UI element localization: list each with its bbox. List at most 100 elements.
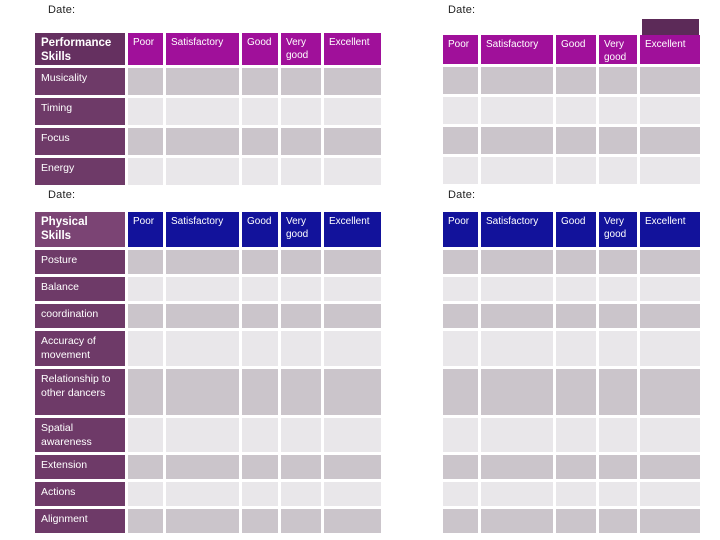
rating-cell[interactable]: [640, 369, 700, 415]
rating-cell[interactable]: [166, 158, 239, 185]
rating-cell[interactable]: [324, 331, 381, 366]
rating-cell[interactable]: [481, 482, 553, 506]
rating-cell[interactable]: [166, 331, 239, 366]
rating-cell[interactable]: [481, 304, 553, 328]
rating-cell[interactable]: [128, 509, 163, 533]
rating-cell[interactable]: [443, 157, 478, 184]
rating-cell[interactable]: [242, 304, 278, 328]
rating-cell[interactable]: [443, 331, 478, 366]
rating-cell[interactable]: [324, 482, 381, 506]
rating-cell[interactable]: [481, 418, 553, 452]
rating-cell[interactable]: [556, 509, 596, 533]
rating-cell[interactable]: [242, 418, 278, 452]
rating-cell[interactable]: [281, 455, 321, 479]
rating-cell[interactable]: [324, 509, 381, 533]
rating-cell[interactable]: [481, 277, 553, 301]
rating-cell[interactable]: [324, 455, 381, 479]
rating-cell[interactable]: [640, 331, 700, 366]
rating-cell[interactable]: [166, 98, 239, 125]
rating-cell[interactable]: [324, 418, 381, 452]
rating-cell[interactable]: [166, 304, 239, 328]
rating-cell[interactable]: [281, 68, 321, 95]
rating-cell[interactable]: [443, 509, 478, 533]
rating-cell[interactable]: [599, 250, 637, 274]
rating-cell[interactable]: [128, 455, 163, 479]
rating-cell[interactable]: [242, 128, 278, 155]
rating-cell[interactable]: [556, 369, 596, 415]
rating-cell[interactable]: [599, 127, 637, 154]
rating-cell[interactable]: [443, 455, 478, 479]
rating-cell[interactable]: [443, 482, 478, 506]
rating-cell[interactable]: [324, 304, 381, 328]
rating-cell[interactable]: [599, 277, 637, 301]
rating-cell[interactable]: [556, 127, 596, 154]
rating-cell[interactable]: [242, 277, 278, 301]
rating-cell[interactable]: [281, 509, 321, 533]
rating-cell[interactable]: [481, 331, 553, 366]
rating-cell[interactable]: [443, 418, 478, 452]
rating-cell[interactable]: [128, 277, 163, 301]
rating-cell[interactable]: [242, 482, 278, 506]
rating-cell[interactable]: [242, 68, 278, 95]
rating-cell[interactable]: [556, 455, 596, 479]
rating-cell[interactable]: [481, 369, 553, 415]
rating-cell[interactable]: [443, 127, 478, 154]
rating-cell[interactable]: [599, 482, 637, 506]
rating-cell[interactable]: [599, 455, 637, 479]
rating-cell[interactable]: [640, 455, 700, 479]
rating-cell[interactable]: [166, 250, 239, 274]
rating-cell[interactable]: [640, 157, 700, 184]
rating-cell[interactable]: [481, 127, 553, 154]
rating-cell[interactable]: [599, 67, 637, 94]
rating-cell[interactable]: [640, 97, 700, 124]
rating-cell[interactable]: [128, 250, 163, 274]
rating-cell[interactable]: [556, 157, 596, 184]
rating-cell[interactable]: [556, 304, 596, 328]
rating-cell[interactable]: [242, 158, 278, 185]
rating-cell[interactable]: [128, 98, 163, 125]
rating-cell[interactable]: [281, 98, 321, 125]
rating-cell[interactable]: [166, 128, 239, 155]
rating-cell[interactable]: [443, 277, 478, 301]
rating-cell[interactable]: [281, 304, 321, 328]
rating-cell[interactable]: [640, 67, 700, 94]
rating-cell[interactable]: [640, 250, 700, 274]
rating-cell[interactable]: [481, 157, 553, 184]
rating-cell[interactable]: [242, 250, 278, 274]
rating-cell[interactable]: [281, 331, 321, 366]
rating-cell[interactable]: [281, 482, 321, 506]
rating-cell[interactable]: [443, 67, 478, 94]
rating-cell[interactable]: [640, 482, 700, 506]
rating-cell[interactable]: [128, 331, 163, 366]
rating-cell[interactable]: [324, 158, 381, 185]
rating-cell[interactable]: [166, 455, 239, 479]
rating-cell[interactable]: [166, 68, 239, 95]
rating-cell[interactable]: [443, 97, 478, 124]
rating-cell[interactable]: [640, 418, 700, 452]
rating-cell[interactable]: [556, 97, 596, 124]
rating-cell[interactable]: [324, 128, 381, 155]
rating-cell[interactable]: [242, 331, 278, 366]
rating-cell[interactable]: [242, 369, 278, 415]
rating-cell[interactable]: [242, 98, 278, 125]
rating-cell[interactable]: [128, 304, 163, 328]
rating-cell[interactable]: [640, 277, 700, 301]
rating-cell[interactable]: [481, 455, 553, 479]
rating-cell[interactable]: [640, 304, 700, 328]
rating-cell[interactable]: [242, 455, 278, 479]
rating-cell[interactable]: [166, 482, 239, 506]
rating-cell[interactable]: [128, 418, 163, 452]
rating-cell[interactable]: [556, 250, 596, 274]
rating-cell[interactable]: [281, 158, 321, 185]
rating-cell[interactable]: [599, 509, 637, 533]
rating-cell[interactable]: [599, 418, 637, 452]
rating-cell[interactable]: [556, 331, 596, 366]
rating-cell[interactable]: [481, 97, 553, 124]
rating-cell[interactable]: [640, 127, 700, 154]
rating-cell[interactable]: [324, 98, 381, 125]
rating-cell[interactable]: [166, 418, 239, 452]
rating-cell[interactable]: [481, 509, 553, 533]
rating-cell[interactable]: [443, 369, 478, 415]
rating-cell[interactable]: [481, 67, 553, 94]
rating-cell[interactable]: [281, 369, 321, 415]
